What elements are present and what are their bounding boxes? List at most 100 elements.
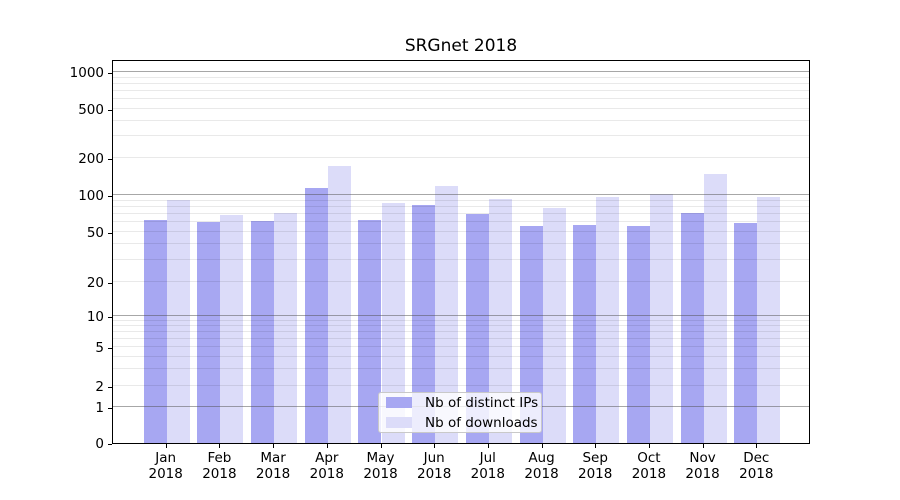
bar-downloads-dec bbox=[757, 196, 781, 443]
x-tick-year: 2018 bbox=[470, 466, 505, 482]
legend-row: Nb of downloads bbox=[386, 415, 541, 431]
minor-gridline bbox=[113, 231, 809, 232]
bar-downloads-sep bbox=[596, 196, 620, 443]
minor-gridline bbox=[113, 205, 809, 207]
minor-gridline bbox=[113, 243, 809, 245]
minor-gridline bbox=[113, 346, 809, 347]
y-tick-label-20: 20 bbox=[86, 275, 104, 291]
minor-gridline bbox=[113, 221, 809, 223]
x-tick-month: Jan bbox=[155, 450, 177, 466]
x-tick-year: 2018 bbox=[417, 466, 452, 482]
y-tick-mark bbox=[108, 386, 112, 388]
x-tick-month: Sep bbox=[582, 450, 608, 466]
legend-label-distinct-ips: Nb of distinct IPs bbox=[425, 394, 539, 411]
y-tick-label-50: 50 bbox=[86, 225, 104, 241]
minor-gridline bbox=[113, 82, 809, 84]
x-tick-mark bbox=[273, 444, 275, 448]
legend-label-downloads: Nb of downloads bbox=[425, 414, 538, 431]
x-tick-year: 2018 bbox=[685, 466, 720, 482]
y-tick-label-200: 200 bbox=[78, 151, 104, 167]
bar-downloads-apr bbox=[327, 166, 351, 443]
bar-downloads-jan bbox=[166, 200, 190, 443]
minor-gridline bbox=[113, 108, 809, 109]
bar-downloads-aug bbox=[542, 208, 566, 443]
legend-swatch-downloads bbox=[386, 417, 412, 428]
y-tick-mark bbox=[108, 72, 112, 74]
x-tick-year: 2018 bbox=[578, 466, 613, 482]
x-tick-year: 2018 bbox=[739, 466, 774, 482]
minor-gridline bbox=[113, 213, 809, 214]
x-tick-month: Oct bbox=[637, 450, 661, 466]
bar-ips-jun bbox=[412, 205, 436, 443]
bar-ips-feb bbox=[197, 222, 221, 443]
y-tick-mark bbox=[108, 195, 112, 197]
x-tick-mark bbox=[487, 444, 489, 448]
minor-gridline bbox=[113, 331, 809, 332]
minor-gridline bbox=[113, 199, 809, 201]
x-tick-label-jan: Jan 2018 bbox=[134, 450, 198, 482]
minor-gridline bbox=[113, 98, 809, 100]
y-tick-mark bbox=[108, 282, 112, 284]
y-tick-mark bbox=[108, 316, 112, 318]
y-tick-mark bbox=[108, 347, 112, 349]
minor-gridline bbox=[113, 157, 809, 158]
minor-gridline bbox=[113, 355, 809, 357]
y-tick-label-500: 500 bbox=[78, 102, 104, 118]
bar-ips-mar bbox=[251, 221, 275, 443]
bar-ips-jan bbox=[143, 219, 167, 443]
bar-downloads-nov bbox=[703, 174, 727, 443]
minor-gridline bbox=[113, 325, 809, 326]
minor-gridline bbox=[113, 135, 809, 137]
x-tick-label-feb: Feb 2018 bbox=[187, 450, 251, 482]
bar-downloads-feb bbox=[220, 214, 244, 443]
x-tick-month: May bbox=[366, 450, 395, 466]
bar-downloads-jul bbox=[488, 198, 512, 443]
x-tick-year: 2018 bbox=[631, 466, 667, 482]
plot-area bbox=[112, 60, 810, 444]
x-tick-month: Mar bbox=[260, 450, 286, 466]
legend-swatch-distinct-ips bbox=[386, 397, 412, 408]
bar-ips-may bbox=[358, 219, 382, 443]
legend-row: Nb of distinct IPs bbox=[386, 395, 541, 411]
bar-ips-jul bbox=[465, 214, 489, 443]
x-tick-mark bbox=[756, 444, 758, 448]
x-tick-year: 2018 bbox=[255, 466, 291, 482]
bar-ips-dec bbox=[734, 223, 758, 443]
x-tick-mark bbox=[219, 444, 221, 448]
x-tick-month: Feb bbox=[207, 450, 232, 466]
y-tick-label-10: 10 bbox=[86, 309, 104, 325]
x-tick-label-nov: Nov 2018 bbox=[671, 450, 735, 482]
bar-ips-nov bbox=[680, 212, 704, 443]
x-tick-year: 2018 bbox=[148, 466, 183, 482]
y-tick-label-2: 2 bbox=[95, 379, 104, 395]
x-tick-label-apr: Apr 2018 bbox=[295, 450, 359, 482]
x-tick-label-may: May 2018 bbox=[349, 450, 413, 482]
x-tick-label-dec: Dec 2018 bbox=[724, 450, 788, 482]
y-tick-mark bbox=[108, 158, 112, 160]
x-tick-month: Jul bbox=[479, 450, 496, 466]
bar-ips-aug bbox=[519, 225, 543, 443]
x-tick-month: Jun bbox=[423, 450, 445, 466]
x-tick-mark bbox=[434, 444, 436, 448]
x-tick-year: 2018 bbox=[363, 466, 398, 482]
x-tick-mark bbox=[380, 444, 382, 448]
x-tick-year: 2018 bbox=[202, 466, 237, 482]
minor-gridline bbox=[113, 76, 809, 78]
y-tick-label-0: 0 bbox=[95, 436, 104, 452]
x-tick-year: 2018 bbox=[309, 466, 344, 482]
y-tick-mark bbox=[108, 109, 112, 111]
minor-gridline bbox=[113, 337, 809, 339]
y-tick-label-1000: 1000 bbox=[69, 65, 104, 81]
major-gridline bbox=[113, 71, 809, 72]
y-tick-mark bbox=[108, 232, 112, 234]
x-tick-mark bbox=[702, 444, 704, 448]
x-tick-label-oct: Oct 2018 bbox=[617, 450, 681, 482]
y-tick-mark bbox=[108, 407, 112, 409]
x-tick-month: Apr bbox=[315, 450, 339, 466]
minor-gridline bbox=[113, 385, 809, 386]
minor-gridline bbox=[113, 90, 809, 91]
y-tick-label-5: 5 bbox=[95, 340, 104, 356]
bar-downloads-may bbox=[381, 203, 405, 443]
y-tick-label-1: 1 bbox=[95, 400, 104, 416]
